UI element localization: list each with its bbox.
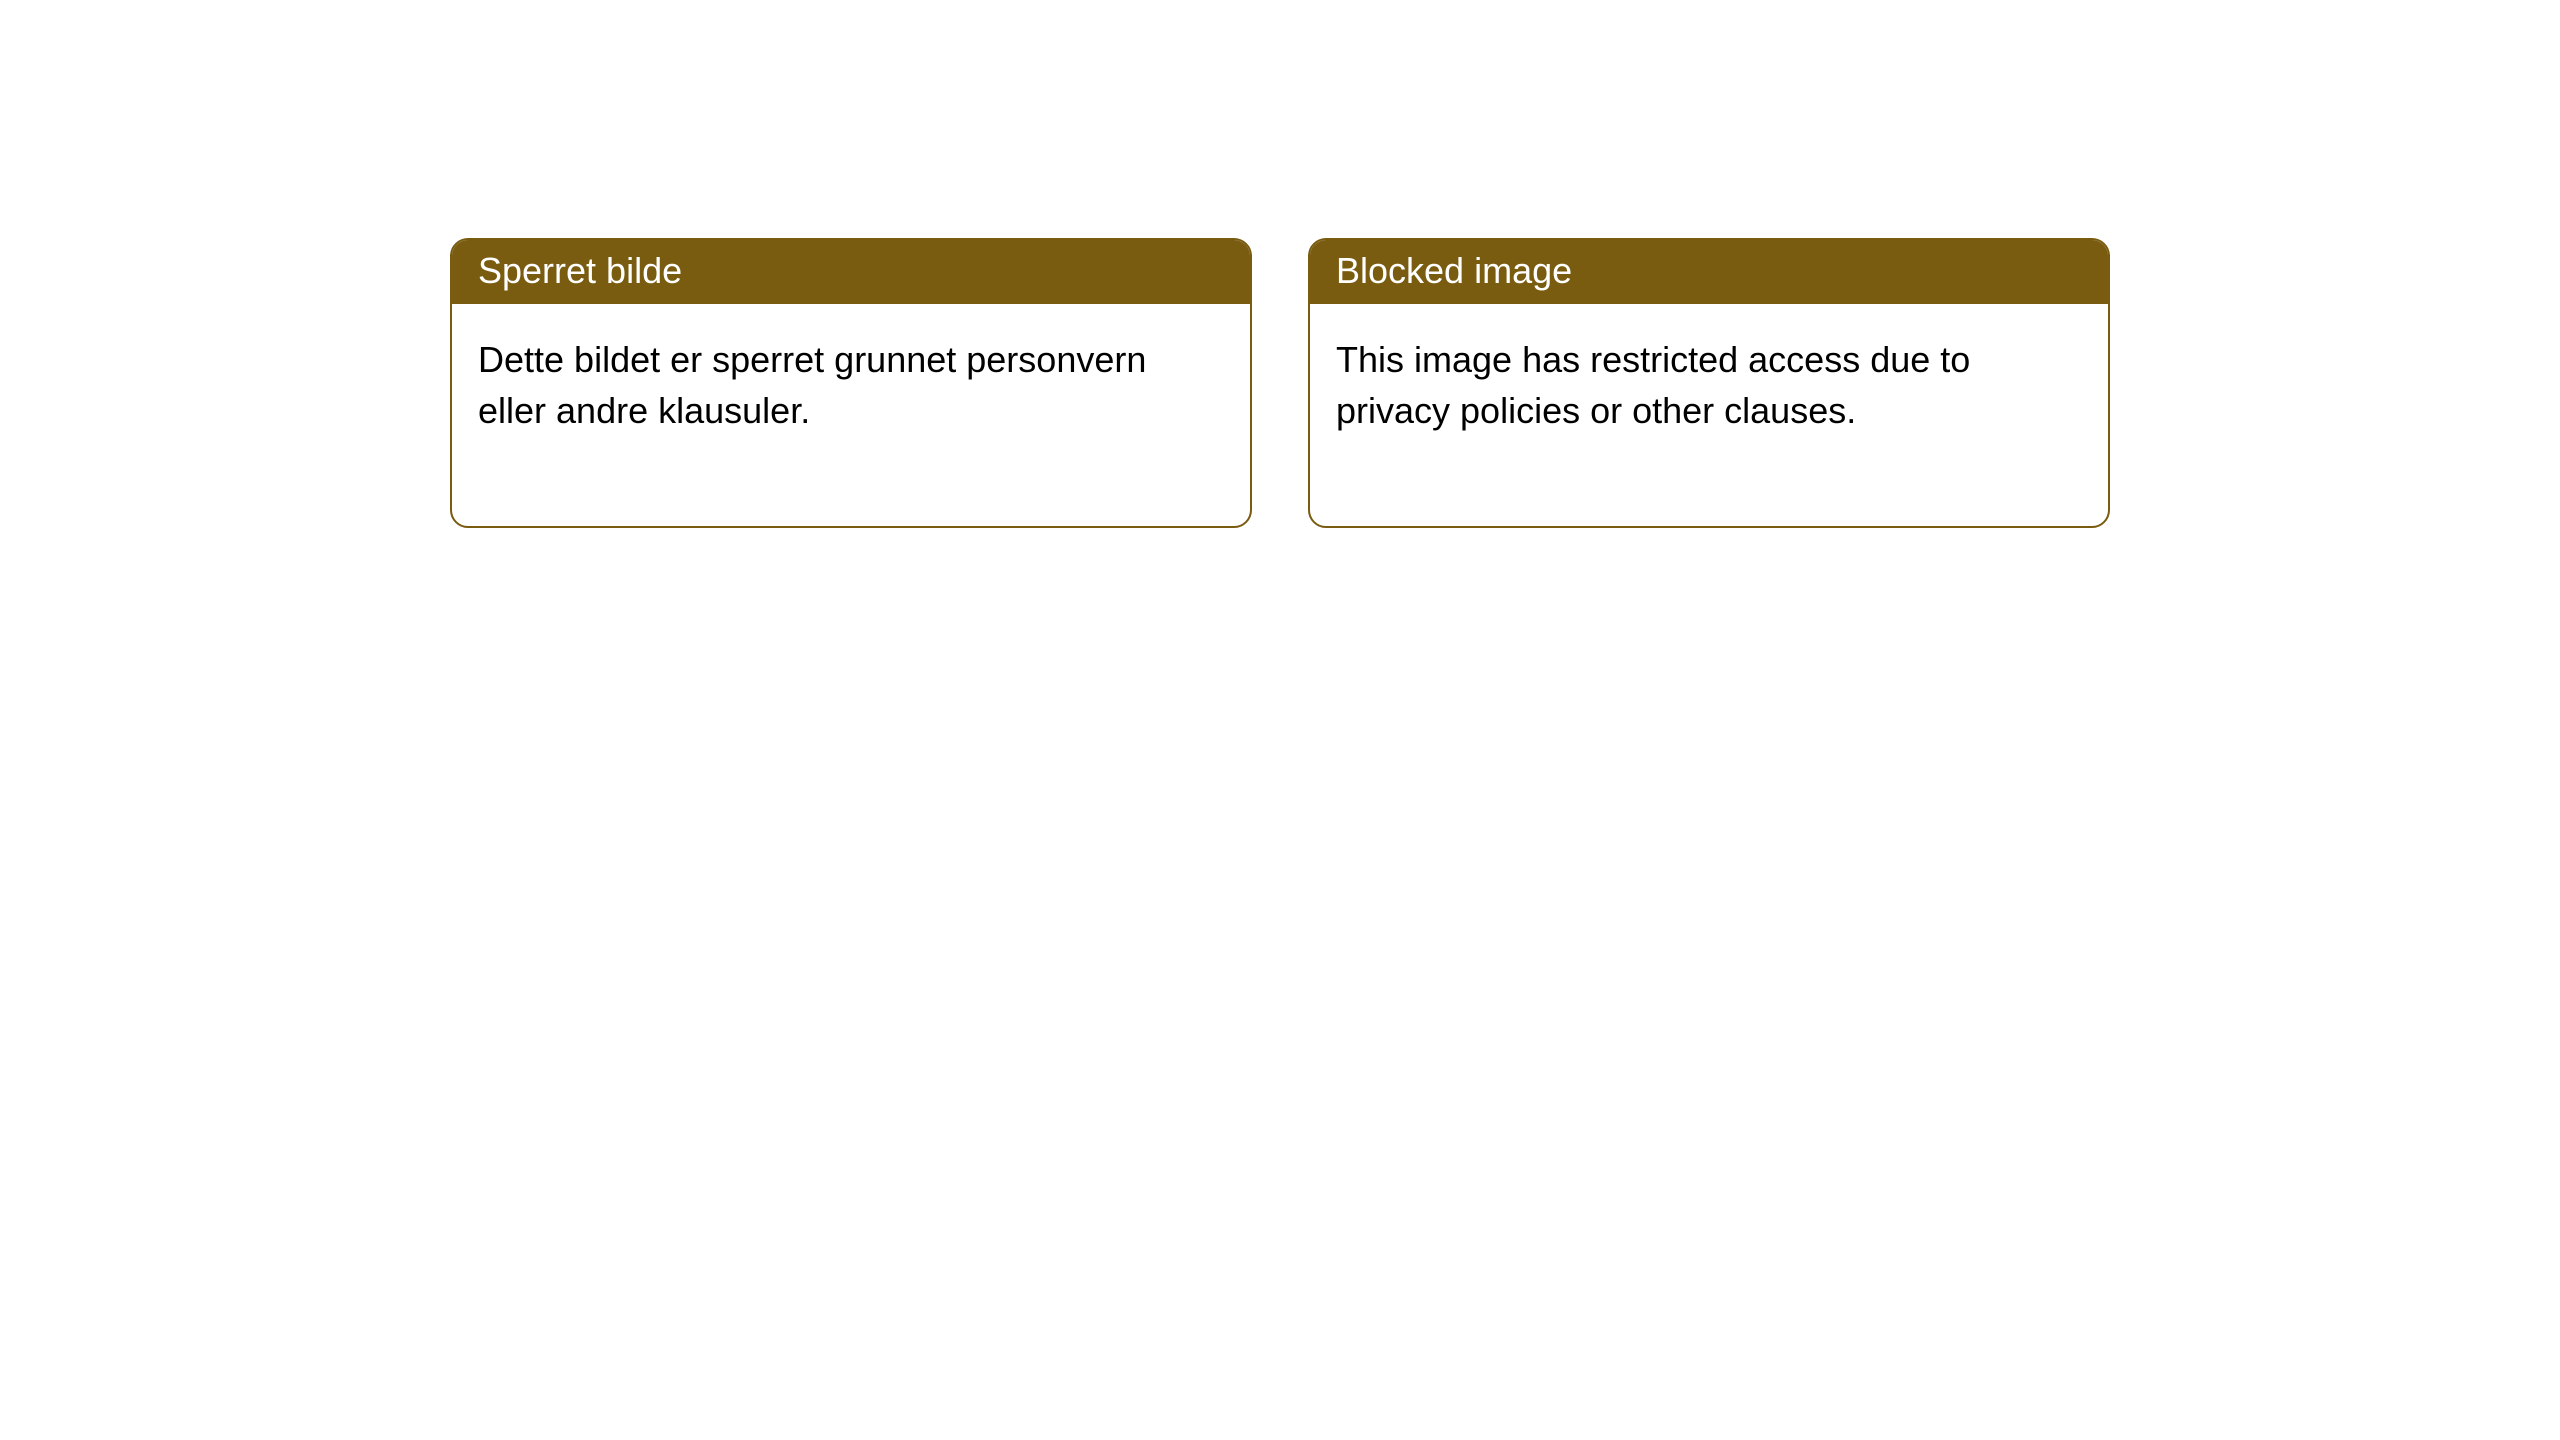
notice-body: Dette bildet er sperret grunnet personve… (452, 304, 1250, 526)
notice-card-norwegian: Sperret bilde Dette bildet er sperret gr… (450, 238, 1252, 528)
notice-header: Sperret bilde (452, 240, 1250, 304)
notice-card-english: Blocked image This image has restricted … (1308, 238, 2110, 528)
notice-header: Blocked image (1310, 240, 2108, 304)
notice-body: This image has restricted access due to … (1310, 304, 2108, 526)
notice-container: Sperret bilde Dette bildet er sperret gr… (450, 238, 2110, 528)
